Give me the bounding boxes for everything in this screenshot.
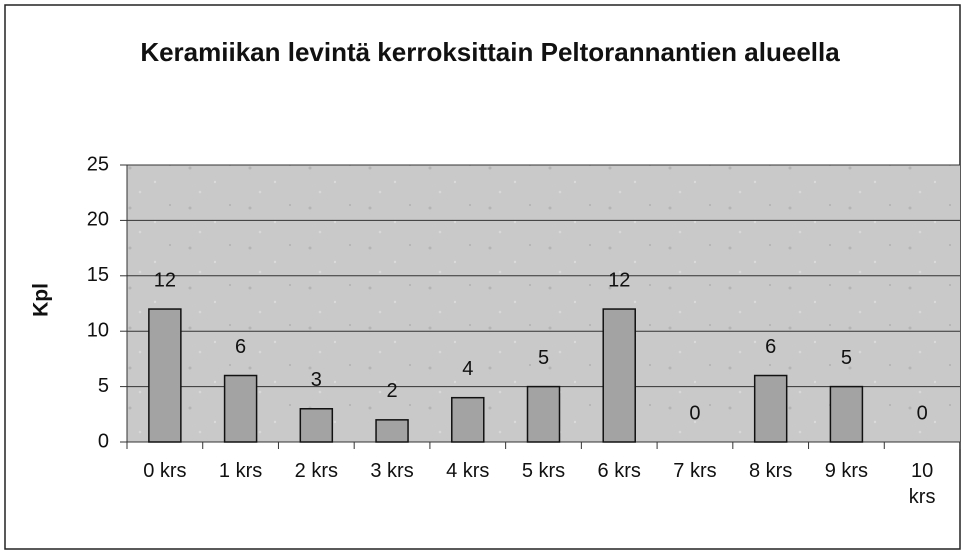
y-axis-label: Kpl	[30, 283, 53, 317]
x-tick-label: 3 krs	[370, 460, 414, 482]
bar	[375, 419, 409, 443]
x-tick-label: 2 krs	[294, 460, 338, 482]
x-tick-label: 5 krs	[521, 460, 566, 482]
bar	[602, 308, 636, 443]
y-tick-label: 0	[98, 430, 109, 452]
y-tick-label: 15	[87, 264, 109, 286]
bar	[223, 374, 258, 443]
chart-title: Keramiikan levintä kerroksittain Peltora…	[140, 37, 840, 67]
data-label: 6	[765, 336, 776, 358]
x-tick-label: 1 krs	[218, 460, 263, 482]
y-tick-label: 25	[87, 153, 109, 175]
bar	[451, 396, 485, 443]
data-label: 12	[608, 269, 630, 291]
data-label: 5	[538, 347, 549, 369]
data-label: 6	[235, 336, 246, 358]
bar	[829, 385, 864, 443]
y-tick-label: 20	[87, 209, 109, 231]
bar	[753, 374, 788, 443]
data-label: 2	[386, 380, 397, 402]
x-tick-label: 7 krs	[673, 460, 717, 482]
x-tick-label: 4 krs	[446, 460, 490, 482]
data-label: 12	[154, 269, 176, 291]
data-label: 3	[311, 369, 322, 391]
data-label: 0	[689, 402, 700, 424]
bar	[299, 408, 334, 443]
y-tick-label: 10	[87, 319, 109, 341]
x-tick-label: 6 krs	[597, 460, 641, 482]
x-tick-label: 0 krs	[143, 460, 187, 482]
x-tick-label: 8 krs	[749, 460, 793, 482]
y-tick-label: 5	[98, 375, 109, 397]
data-label: 0	[917, 402, 928, 424]
bar	[148, 308, 182, 443]
data-label: 4	[462, 358, 473, 380]
x-tick-label: 9 krs	[824, 460, 869, 482]
x-tick-label: 10 krs	[908, 460, 936, 508]
bar	[526, 385, 561, 443]
data-label: 5	[841, 347, 852, 369]
